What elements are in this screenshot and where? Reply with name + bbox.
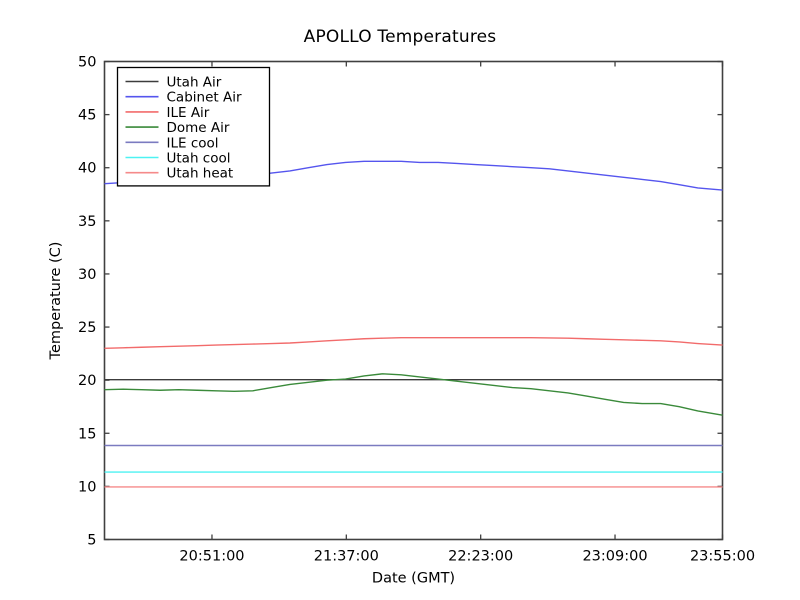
- x-tick-label: 20:51:00: [179, 549, 244, 565]
- legend-label: Cabinet Air: [167, 90, 242, 106]
- series-line-dome-air: [104, 373, 723, 416]
- legend-label: Utah heat: [167, 166, 234, 182]
- x-tick-label: 23:09:00: [582, 549, 647, 565]
- legend-label: ILE cool: [167, 135, 219, 151]
- x-tick-label: 22:23:00: [448, 549, 513, 565]
- y-tick-label: 15: [78, 426, 96, 442]
- y-tick-label: 20: [78, 373, 96, 389]
- axis-tick-labels: 5 10 15 20 25 30 35 40 45 50 20:51:00 21:37:00 22:23…: [78, 55, 755, 565]
- y-tick-label: 10: [78, 479, 96, 495]
- legend-label: Utah cool: [167, 151, 231, 167]
- y-tick-label: 40: [78, 161, 96, 177]
- y-axis-title: Temperature (C): [48, 242, 64, 361]
- y-tick-label: 30: [78, 267, 96, 283]
- data-series-group: [104, 160, 723, 488]
- chart-title: APOLLO Temperatures: [303, 27, 497, 47]
- y-tick-label: 50: [78, 55, 96, 71]
- y-tick-label: 35: [78, 214, 96, 230]
- x-tick-label: 23:55:00: [690, 549, 755, 565]
- axes-frame: [103, 60, 724, 541]
- legend-label: ILE Air: [167, 105, 210, 121]
- x-axis-title: Date (GMT): [372, 571, 455, 587]
- series-line-ile-air: [104, 336, 723, 349]
- y-tick-label: 45: [78, 108, 96, 124]
- y-tick-label: 5: [87, 533, 96, 549]
- y-tick-label: 25: [78, 320, 96, 336]
- legend-label: Dome Air: [167, 120, 230, 136]
- x-tick-label: 21:37:00: [314, 549, 379, 565]
- axis-titles: Date (GMT) Temperature (C): [48, 242, 455, 587]
- plot-frame: [103, 60, 724, 541]
- legend-label: Utah Air: [167, 75, 222, 91]
